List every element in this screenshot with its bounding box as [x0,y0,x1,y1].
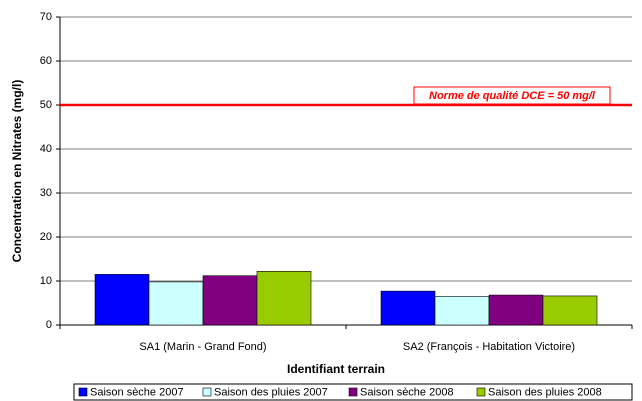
y-tick-label: 50 [40,99,52,111]
bar [380,290,436,326]
legend-label: Saison des pluies 2008 [488,386,602,398]
bar [256,271,312,326]
y-tick-label: 30 [40,187,52,199]
legend-label: Saison des pluies 2007 [214,386,328,398]
y-tick-label: 10 [40,275,52,287]
bar [94,274,150,326]
bar [148,281,204,326]
y-tick-label: 60 [40,55,52,67]
annotation-box [413,86,611,105]
y-axis-title: Concentration en Nitrates (mg/l) [10,80,24,263]
annotation: Norme de qualité DCE = 50 mg/l [429,90,596,102]
x-tick-label: SA2 (François - Habitation Victoire) [403,341,575,353]
y-tick-label: 20 [40,231,52,243]
y-tick-label: 70 [40,11,52,23]
legend-swatch [202,387,212,397]
legend-label: Saison sèche 2007 [90,386,184,398]
y-tick-label: 40 [40,143,52,155]
x-axis-title: Identifiant terrain [287,362,385,376]
legend-swatch [476,387,486,397]
bar [542,295,598,326]
bar [488,294,544,326]
legend-swatch [78,387,88,397]
legend-swatch [348,387,358,397]
legend-label: Saison sèche 2008 [360,386,454,398]
y-tick-label: 0 [46,319,52,331]
bar [434,296,490,326]
x-tick-label: SA1 (Marin - Grand Fond) [139,341,266,353]
bar [202,275,258,326]
